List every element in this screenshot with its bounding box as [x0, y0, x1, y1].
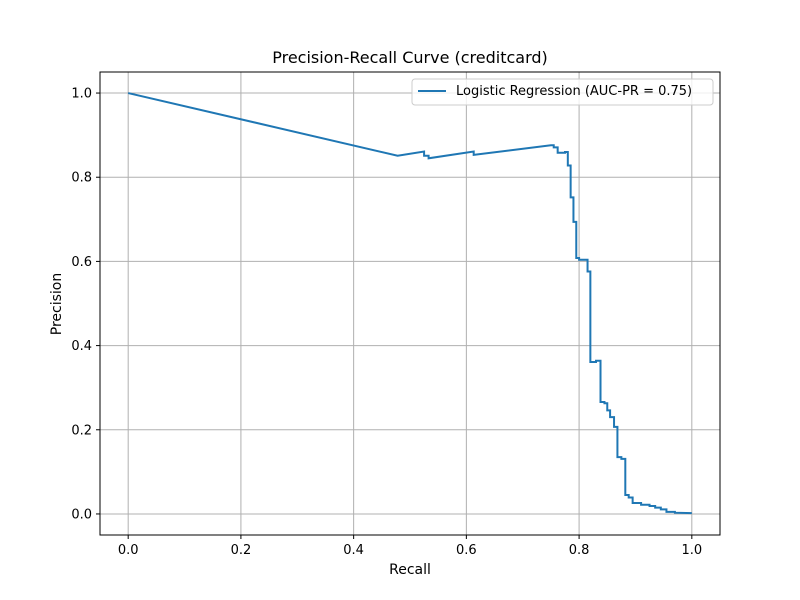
chart-title: Precision-Recall Curve (creditcard): [272, 48, 548, 67]
y-tick-label: 0.8: [71, 171, 92, 186]
y-tick-label: 1.0: [71, 87, 92, 102]
x-tick-label: 0.4: [343, 543, 364, 558]
legend-entry-label: Logistic Regression (AUC-PR = 0.75): [456, 84, 692, 99]
x-axis: 0.0 0.2 0.4 0.6 0.8 1.0: [118, 535, 702, 558]
x-axis-label: Recall: [389, 562, 431, 578]
x-tick-label: 0.8: [569, 543, 590, 558]
series-line-logistic-regression: [127, 92, 692, 515]
y-axis: 0.0 0.2 0.4 0.6 0.8 1.0: [71, 87, 100, 522]
x-tick-label: 0.6: [456, 543, 477, 558]
x-tick-label: 0.0: [118, 543, 139, 558]
y-tick-label: 0.2: [71, 423, 92, 438]
axes-frame: [99, 71, 721, 536]
x-tick-label: 0.2: [231, 543, 252, 558]
y-tick-label: 0.6: [71, 255, 92, 270]
x-tick-label: 1.0: [681, 543, 702, 558]
legend-box: [411, 78, 714, 106]
y-axis-label: Precision: [49, 273, 65, 335]
y-tick-label: 0.0: [71, 507, 92, 522]
y-tick-label: 0.4: [71, 339, 92, 354]
grid: [100, 72, 720, 535]
legend: Logistic Regression (AUC-PR = 0.75): [411, 78, 714, 106]
series-layer: [127, 92, 692, 515]
